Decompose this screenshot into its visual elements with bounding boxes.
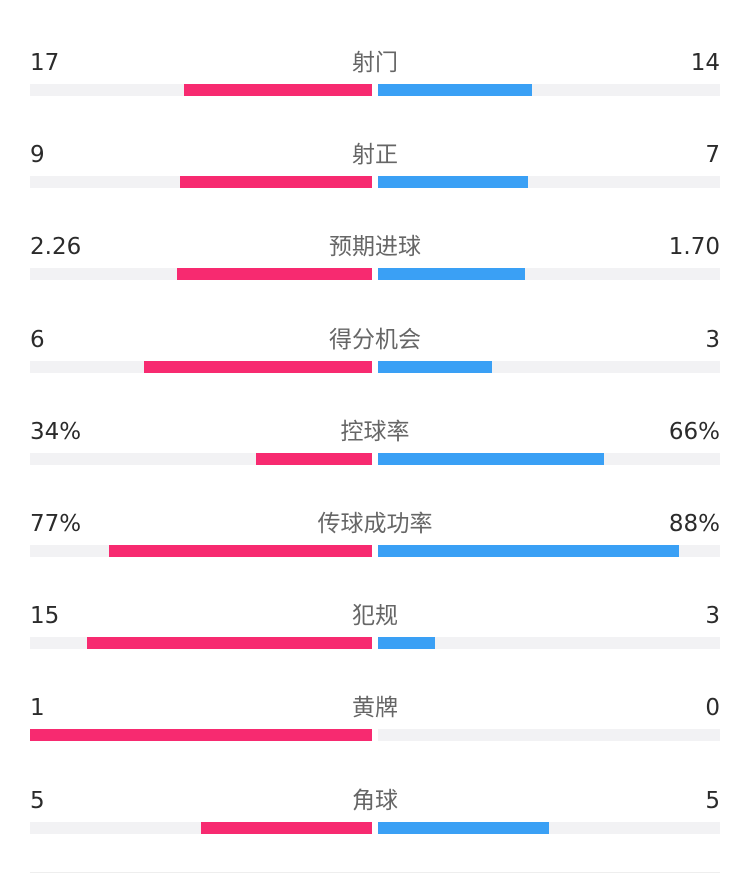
home-value: 6 <box>30 326 45 353</box>
away-value: 66% <box>668 418 720 445</box>
home-bar-track <box>30 84 372 96</box>
away-bar-track <box>378 360 720 373</box>
home-value: 17 <box>30 50 60 76</box>
stat-row: 15 犯规 3 <box>0 597 750 689</box>
home-bar-fill <box>109 545 372 557</box>
away-bar-track <box>378 545 720 557</box>
home-bar-fill <box>144 360 372 373</box>
stat-row: 5 角球 5 <box>0 782 750 874</box>
away-value: 3 <box>705 326 720 353</box>
stat-row: 2.26 预期进球 1.70 <box>0 228 750 320</box>
stat-label: 角球 <box>352 787 398 814</box>
home-bar-fill <box>201 821 372 834</box>
away-bar-fill <box>378 821 549 834</box>
away-value: 5 <box>705 787 720 814</box>
stat-label: 控球率 <box>340 418 410 445</box>
away-bar-fill <box>378 545 679 557</box>
home-bar-track <box>30 360 372 373</box>
away-value: 7 <box>705 142 720 169</box>
stat-label: 黄牌 <box>352 695 398 722</box>
stat-row: 17 射门 14 <box>0 44 750 136</box>
away-bar-track <box>378 84 720 96</box>
home-bar-fill <box>87 637 372 650</box>
bottom-divider <box>30 872 720 873</box>
home-bar-track <box>30 637 372 650</box>
home-bar-track <box>30 176 372 189</box>
stat-row: 9 射正 7 <box>0 136 750 228</box>
away-bar-track <box>378 452 720 465</box>
away-value: 0 <box>705 695 720 722</box>
away-bar-track <box>378 268 720 281</box>
away-value: 3 <box>705 603 720 630</box>
home-bar-fill <box>184 84 372 96</box>
away-bar-fill <box>378 360 492 373</box>
away-bar-fill <box>378 84 532 96</box>
home-value: 1 <box>30 695 45 722</box>
away-bar-fill <box>378 452 604 465</box>
away-bar-fill <box>378 637 435 650</box>
home-bar-track <box>30 268 372 281</box>
away-value: 14 <box>690 50 720 76</box>
home-value: 77% <box>30 511 82 537</box>
stat-label: 射门 <box>352 50 398 76</box>
stat-row: 6 得分机会 3 <box>0 321 750 413</box>
away-bar-fill <box>378 176 528 189</box>
away-bar-track <box>378 821 720 834</box>
away-bar-fill <box>378 268 525 281</box>
home-value: 15 <box>30 603 60 630</box>
stat-label: 预期进球 <box>329 234 421 261</box>
home-bar-track <box>30 452 372 465</box>
home-bar-fill <box>256 452 372 465</box>
stat-label: 射正 <box>352 142 398 169</box>
home-bar-fill <box>30 729 372 742</box>
home-bar-track <box>30 545 372 557</box>
stat-row: 77% 传球成功率 88% <box>0 505 750 597</box>
home-value: 9 <box>30 142 45 169</box>
home-value: 2.26 <box>30 234 82 261</box>
stat-row: 34% 控球率 66% <box>0 413 750 505</box>
away-value: 1.70 <box>668 234 720 261</box>
away-bar-track <box>378 729 720 742</box>
away-bar-track <box>378 637 720 650</box>
away-value: 88% <box>668 511 720 537</box>
home-bar-fill <box>180 176 372 189</box>
stat-row: 1 黄牌 0 <box>0 689 750 781</box>
stat-label: 得分机会 <box>329 326 421 353</box>
home-bar-track <box>30 821 372 834</box>
stat-label: 传球成功率 <box>317 511 433 537</box>
home-bar-fill <box>177 268 372 281</box>
away-bar-track <box>378 176 720 189</box>
stat-label: 犯规 <box>352 603 398 630</box>
home-value: 34% <box>30 418 82 445</box>
home-value: 5 <box>30 787 45 814</box>
home-bar-track <box>30 729 372 742</box>
